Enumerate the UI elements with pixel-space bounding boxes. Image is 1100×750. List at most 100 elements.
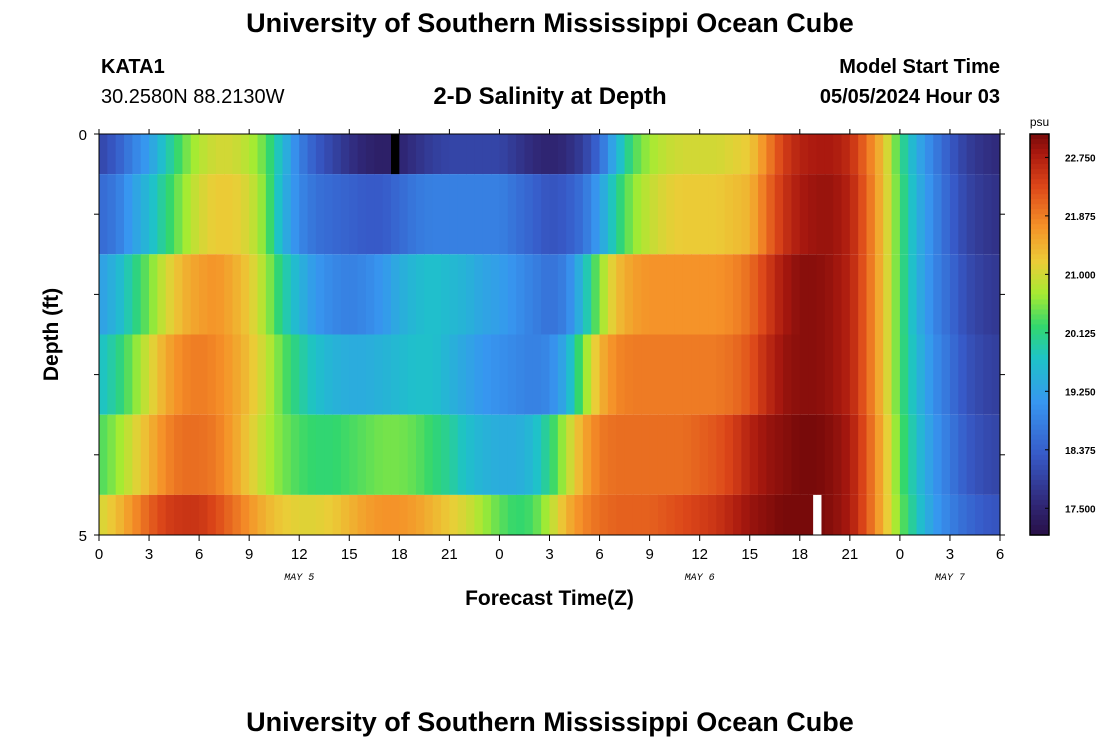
heatmap-cell — [507, 174, 517, 255]
colorbar-segment — [1030, 514, 1049, 521]
colorbar-segment — [1030, 519, 1049, 526]
heatmap-cell — [958, 334, 968, 415]
colorbar-segment — [1030, 144, 1049, 150]
heatmap-cell — [432, 254, 442, 335]
colorbar-segment — [1030, 364, 1049, 371]
heatmap-cell — [582, 254, 592, 335]
heatmap-cell — [607, 174, 617, 255]
heatmap-cell — [382, 494, 392, 535]
heatmap-cell — [641, 494, 651, 535]
heatmap-cell — [357, 174, 367, 255]
heatmap-cell — [240, 254, 250, 335]
heatmap-cell — [215, 494, 225, 535]
heatmap-cell — [416, 334, 425, 415]
heatmap-cell — [733, 334, 742, 415]
heatmap-cell — [674, 334, 684, 415]
colorbar-segment — [1030, 499, 1049, 506]
heatmap-cell — [833, 134, 843, 175]
colorbar-segment — [1030, 389, 1049, 396]
heatmap-cell — [399, 334, 409, 415]
heatmap-cell — [207, 254, 217, 335]
heatmap-cell — [958, 134, 968, 175]
colorbar-segment — [1030, 219, 1049, 225]
heatmap-cell — [466, 174, 476, 255]
x-tick-label: 15 — [341, 546, 358, 563]
heatmap-cell — [174, 134, 184, 175]
heatmap-cell — [858, 414, 868, 495]
heatmap-cell — [507, 334, 517, 415]
colorbar-segment — [1030, 474, 1049, 481]
heatmap-cell — [365, 414, 375, 495]
heatmap-cell — [666, 494, 676, 535]
heatmap-cell — [849, 334, 859, 415]
heatmap-cell — [716, 254, 726, 335]
heatmap-cell — [824, 334, 834, 415]
heatmap-cell — [591, 494, 601, 535]
colorbar-segment — [1030, 379, 1049, 386]
heatmap-cell — [132, 414, 142, 495]
colorbar-segment — [1030, 429, 1049, 436]
heatmap-cell — [791, 254, 801, 335]
heatmap-cell — [708, 334, 717, 415]
heatmap-cell — [758, 174, 768, 255]
heatmap-cell — [399, 414, 409, 495]
heatmap-cell — [557, 134, 567, 175]
heatmap-cell — [274, 174, 284, 255]
colorbar-segment — [1030, 529, 1049, 536]
heatmap-cell — [958, 254, 968, 335]
heatmap-cell — [666, 254, 676, 335]
heatmap-cell — [758, 494, 768, 535]
heatmap-cell — [124, 174, 133, 255]
heatmap-cell — [532, 134, 542, 175]
heatmap-cell — [624, 494, 634, 535]
heatmap-cell — [591, 254, 601, 335]
heatmap-cell — [741, 174, 751, 255]
heatmap-cell — [349, 174, 359, 255]
heatmap-cell — [866, 174, 876, 255]
heatmap-cell — [491, 494, 501, 535]
heatmap-cell — [933, 414, 943, 495]
heatmap-cell — [390, 254, 400, 335]
heatmap-cell — [808, 254, 818, 335]
heatmap-cell — [315, 494, 325, 535]
heatmap-cell — [457, 494, 467, 535]
heatmap-cell — [966, 134, 976, 175]
heatmap-cell — [149, 174, 158, 255]
heatmap-cell — [607, 334, 617, 415]
heatmap-cell — [124, 254, 133, 335]
heatmap-cell — [332, 334, 342, 415]
heatmap-cell — [908, 494, 918, 535]
heatmap-cell — [616, 134, 626, 175]
colorbar-segment — [1030, 304, 1049, 311]
colorbar-segment — [1030, 244, 1049, 250]
heatmap-cell — [424, 494, 434, 535]
heatmap-cell — [115, 254, 125, 335]
x-tick-label: 0 — [495, 546, 503, 563]
heatmap-cell — [265, 174, 275, 255]
heatmap-cell — [699, 494, 709, 535]
heatmap-cell — [849, 174, 859, 255]
heatmap-cell — [232, 134, 242, 175]
heatmap-cell — [541, 254, 551, 335]
heatmap-cell — [883, 134, 893, 175]
heatmap-cell — [733, 134, 742, 175]
heatmap-cell — [599, 334, 609, 415]
heatmap-cell — [783, 174, 793, 255]
heatmap-cell — [199, 334, 209, 415]
heatmap-cell — [349, 334, 359, 415]
heatmap-cell — [949, 174, 959, 255]
heatmap-cell — [549, 134, 559, 175]
heatmap-cell — [641, 254, 651, 335]
heatmap-cell — [482, 414, 492, 495]
heatmap-cell — [307, 334, 317, 415]
heatmap-cell — [232, 174, 242, 255]
heatmap-cell — [774, 414, 784, 495]
heatmap-cell — [232, 254, 242, 335]
heatmap-cell — [207, 414, 217, 495]
heatmap-cell — [833, 414, 843, 495]
heatmap-cell — [908, 414, 918, 495]
heatmap-cell — [816, 334, 826, 415]
colorbar-segment — [1030, 404, 1049, 411]
x-tick-label: 9 — [245, 546, 253, 563]
heatmap-cell — [883, 254, 893, 335]
